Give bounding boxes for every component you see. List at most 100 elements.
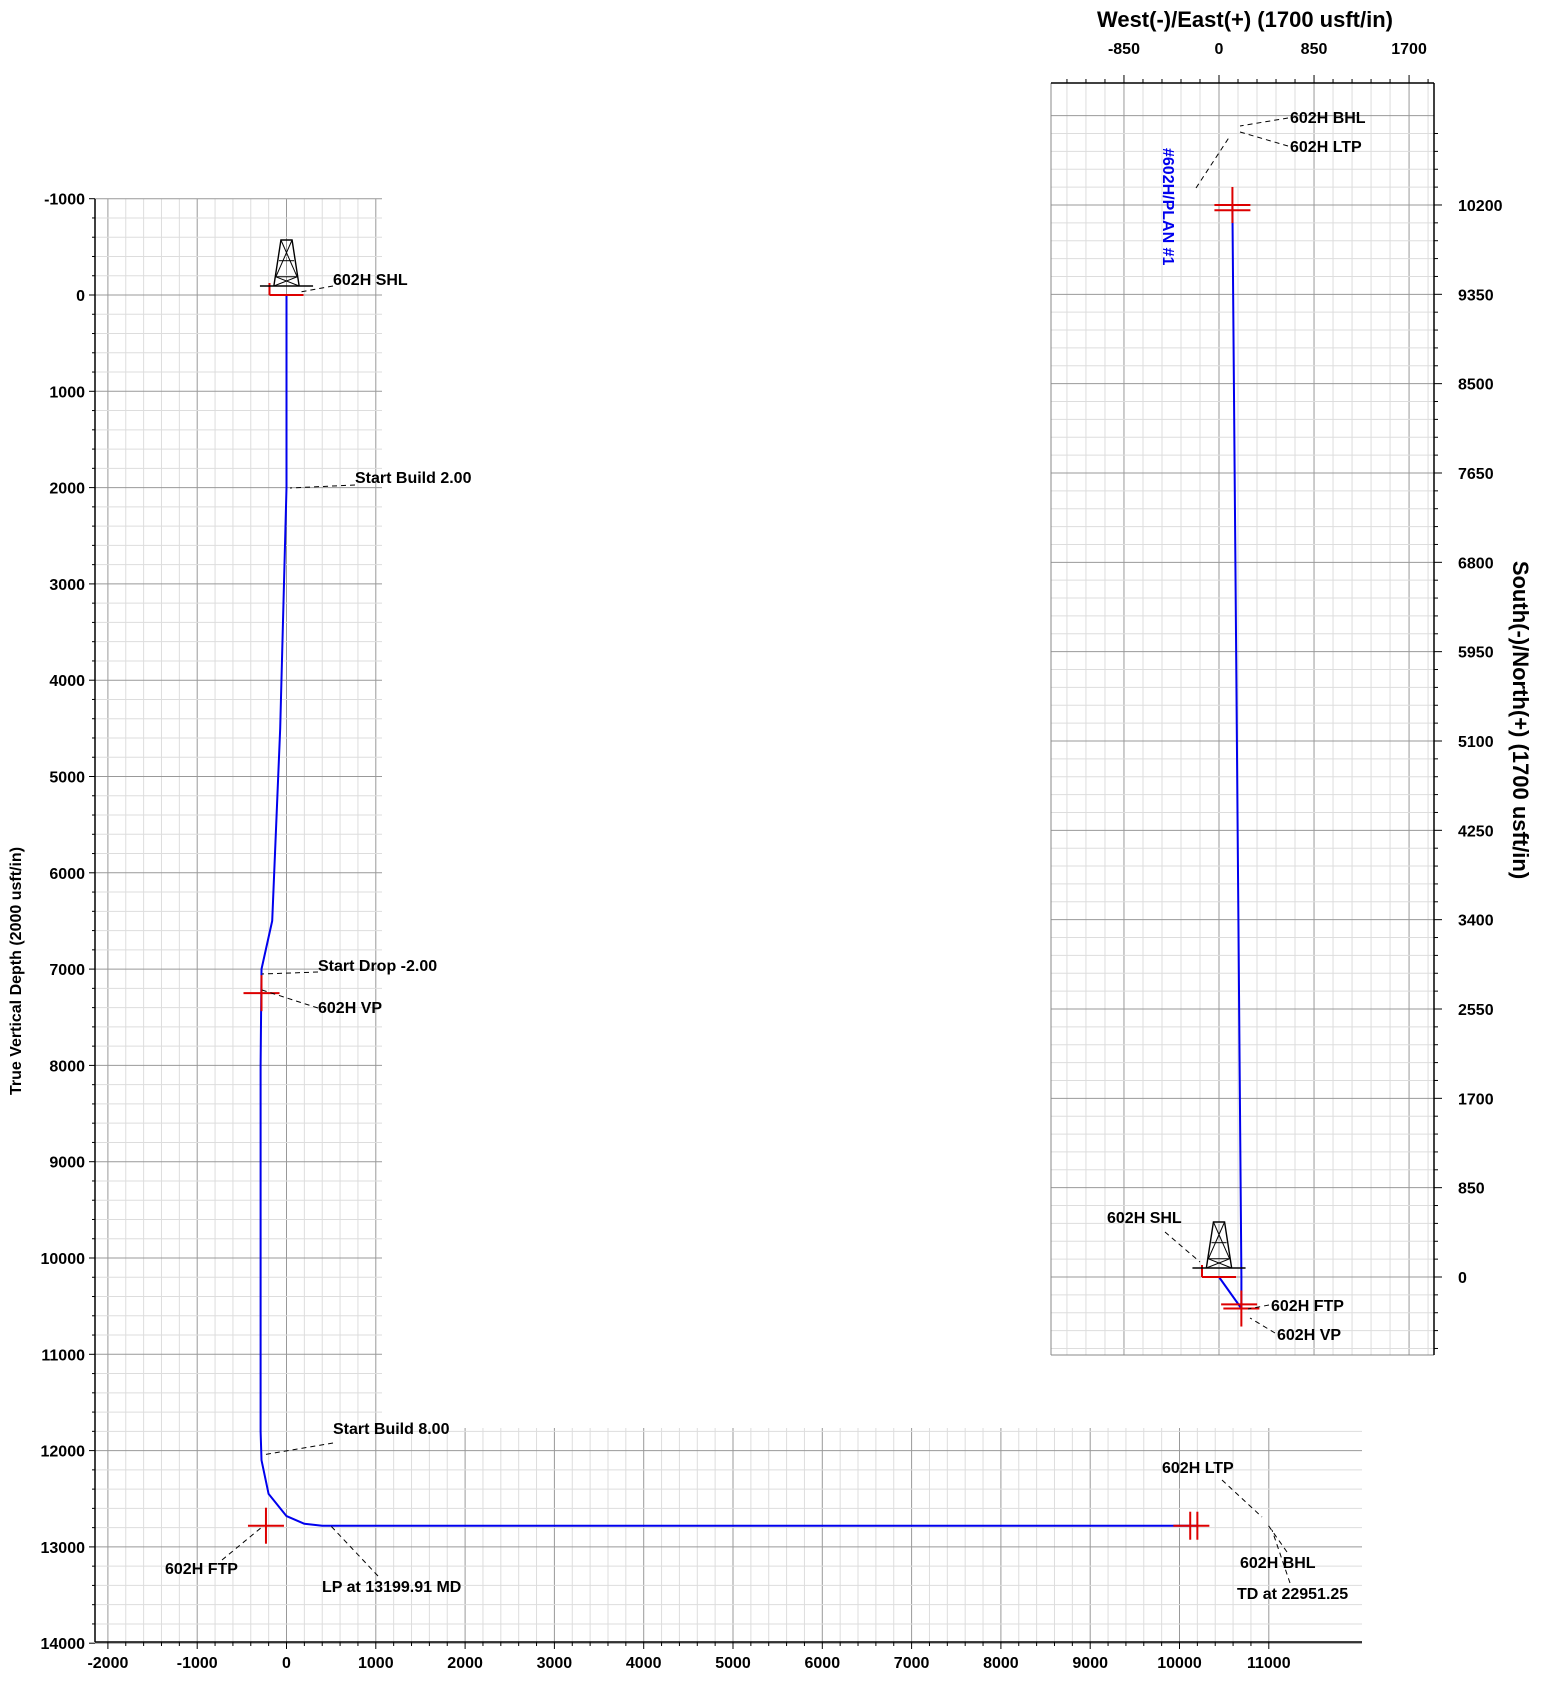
x-tick-label: 10000 — [1157, 1655, 1202, 1672]
wellpath-line — [259, 295, 1198, 1527]
annotation-leader — [221, 1526, 263, 1561]
annotation-leader — [261, 971, 319, 975]
y-tick-label: 5100 — [1458, 734, 1494, 751]
y-tick-label: 6800 — [1458, 555, 1494, 572]
y-tick-label: 5950 — [1458, 645, 1494, 662]
y-tick-label: 7650 — [1458, 466, 1494, 483]
x-tick-label: 3000 — [537, 1655, 573, 1672]
rig-frame — [273, 239, 300, 287]
section-y-ticks: -1000 0 1000 2000 3000 4000 5000 6000 7000 8000 90… — [41, 192, 95, 1653]
section-grid — [95, 198, 1362, 1644]
annotation-leader — [261, 989, 319, 1009]
y-tick-label: 4000 — [49, 673, 85, 690]
y-tick-label: 2000 — [49, 481, 85, 498]
annotation-label: 602H SHL — [1107, 1210, 1182, 1227]
y-tick-label: 0 — [1458, 1270, 1467, 1287]
y-tick-label: 8500 — [1458, 377, 1494, 394]
x-tick-label: 0 — [282, 1655, 291, 1672]
annotation-label: TD at 22951.25 — [1237, 1586, 1348, 1603]
vertical-section-chart: -1000 0 1000 2000 3000 4000 5000 6000 7000 8000 90… — [8, 192, 1362, 1672]
plan-annotations: 602H BHL 602H LTP 602H SHL 602H FTP 602H VP — [1107, 110, 1366, 1344]
annotation-label: 602H VP — [318, 1000, 382, 1017]
rig-brace — [1206, 1258, 1230, 1269]
x-tick-label: 0 — [1215, 41, 1224, 58]
annotation-leader — [1221, 1479, 1263, 1518]
y-tick-label: 9350 — [1458, 287, 1494, 304]
drilling-rig-icon — [259, 239, 314, 287]
rig-brace — [1207, 1221, 1226, 1260]
section-annotations: 602H SHL Start Build 2.00 Start Drop -2.00… — [165, 272, 1348, 1603]
section-x-ticks: -2000 -1000 0 1000 2000 3000 4000 5000 6000 7000 8… — [87, 1642, 1291, 1672]
x-tick-label: 7000 — [894, 1655, 930, 1672]
plan-axes — [1050, 82, 1435, 1356]
x-tick-label: 5000 — [715, 1655, 751, 1672]
x-tick-label: 1000 — [358, 1655, 394, 1672]
annotation-leader — [299, 285, 334, 293]
y-tick-label: 14000 — [41, 1636, 86, 1653]
y-tick-label: 3000 — [49, 577, 85, 594]
annotation-leader — [1271, 1529, 1291, 1584]
y-tick-label: -1000 — [44, 192, 85, 209]
annotation-label: 602H FTP — [165, 1561, 238, 1578]
annotation-leader — [1249, 1317, 1276, 1334]
x-tick-label: 8000 — [983, 1655, 1019, 1672]
annotation-leader — [289, 484, 356, 489]
rig-frame — [1205, 1221, 1233, 1269]
x-tick-label: -2000 — [87, 1655, 128, 1672]
x-tick-label: 4000 — [626, 1655, 662, 1672]
annotation-label: 602H LTP — [1290, 139, 1362, 156]
x-tick-label: 1700 — [1391, 41, 1427, 58]
rig-brace — [280, 239, 298, 278]
annotation-leader — [1247, 1304, 1270, 1310]
annotation-label: Start Drop -2.00 — [318, 958, 437, 975]
section-wellpath — [259, 295, 1198, 1527]
annotation-leader — [1239, 131, 1289, 147]
rig-brace — [1212, 1221, 1231, 1260]
y-tick-label: 12000 — [41, 1444, 86, 1461]
annotation-leader — [1164, 1231, 1201, 1263]
x-tick-label: 850 — [1301, 41, 1328, 58]
y-tick-label: 13000 — [41, 1540, 86, 1557]
y-tick-label: 1000 — [49, 384, 85, 401]
annotation-leader — [329, 1524, 379, 1577]
y-tick-label: 9000 — [49, 1155, 85, 1172]
x-tick-label: -850 — [1108, 41, 1140, 58]
x-tick-label: 11000 — [1247, 1655, 1291, 1672]
plan-y-ticks: 0 850 1700 2550 3400 4250 5100 5950 6800 7650 8500… — [1434, 133, 1503, 1349]
y-tick-label: 10200 — [1458, 198, 1503, 215]
y-tick-label: 10000 — [41, 1251, 86, 1268]
annotation-leader — [261, 1442, 334, 1456]
plan-y-axis-title: South(-)/North(+) (1700 usft/in) — [1508, 561, 1533, 879]
plan-grid — [1051, 83, 1434, 1355]
x-tick-label: 9000 — [1072, 1655, 1108, 1672]
rig-brace — [275, 239, 293, 278]
annotation-label: Start Build 8.00 — [333, 1421, 450, 1438]
annotation-label: 602H FTP — [1271, 1298, 1344, 1315]
y-tick-label: 5000 — [49, 770, 85, 787]
drilling-rig-icon — [1192, 1221, 1246, 1269]
annotation-label: 602H LTP — [1162, 1460, 1234, 1477]
annotation-label: 602H SHL — [333, 272, 408, 289]
series-label-leader — [1195, 135, 1231, 189]
y-tick-label: 11000 — [41, 1347, 85, 1364]
annotation-label: 602H VP — [1277, 1327, 1341, 1344]
x-tick-label: -1000 — [177, 1655, 218, 1672]
y-tick-label: 4250 — [1458, 823, 1494, 840]
drilling-rig-icon — [1192, 1221, 1246, 1269]
annotation-leader — [1239, 117, 1289, 127]
annotation-label: LP at 13199.91 MD — [322, 1579, 461, 1596]
section-y-axis-title: True Vertical Depth (2000 usft/in) — [8, 847, 25, 1095]
rig-brace — [1208, 1258, 1232, 1269]
drilling-rig-icon — [259, 239, 314, 287]
section-axes — [94, 199, 1362, 1643]
plan-x-axis-title: West(-)/East(+) (1700 usft/in) — [1097, 7, 1393, 32]
y-tick-label: 7000 — [49, 962, 85, 979]
annotation-label: 602H BHL — [1290, 110, 1366, 127]
x-tick-label: 2000 — [447, 1655, 483, 1672]
y-tick-label: 850 — [1458, 1181, 1485, 1198]
annotation-leader — [1267, 1524, 1288, 1553]
plan-markers — [1201, 186, 1260, 1327]
plan-series-label: #602H/PLAN #1 — [1159, 148, 1176, 265]
x-tick-label: 6000 — [805, 1655, 841, 1672]
y-tick-label: 8000 — [49, 1058, 85, 1075]
